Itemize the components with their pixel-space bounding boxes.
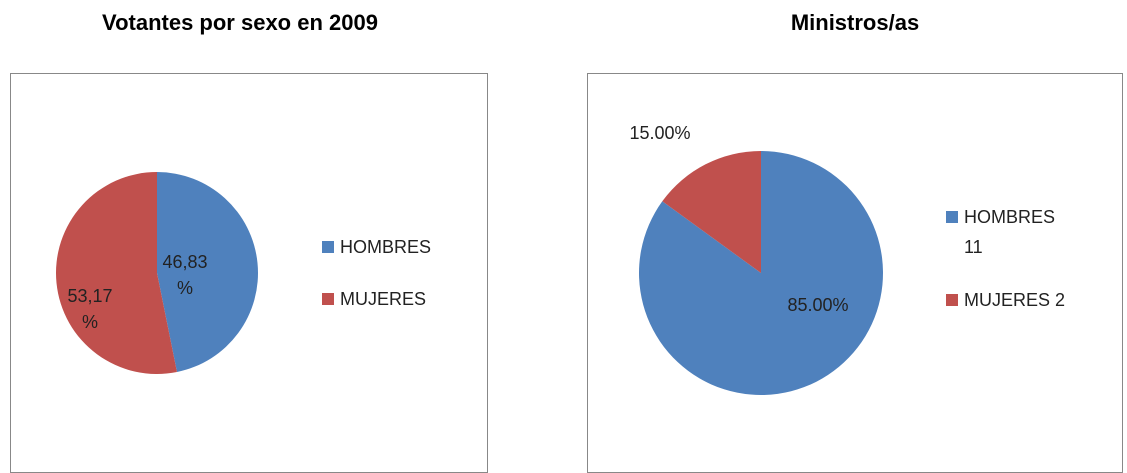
legend-swatch: [946, 211, 958, 223]
legend-swatch: [946, 294, 958, 306]
data-label: 53,17 %: [67, 286, 113, 332]
legend-label: MUJERES: [340, 289, 427, 309]
data-label: 15.00%: [629, 123, 691, 143]
chart-title: Ministros/as: [790, 10, 920, 35]
data-label: 85.00%: [787, 295, 849, 315]
pie-slice: [638, 151, 883, 395]
legend-label: MUJERES 2: [964, 290, 1066, 310]
chart-title: Votantes por sexo en 2009: [102, 10, 378, 35]
legend-label: HOMBRES 11: [964, 207, 1056, 257]
pie-slice: [662, 151, 761, 273]
data-label: 46,83 %: [162, 252, 208, 298]
legend-label: HOMBRES: [340, 237, 432, 257]
legend-swatch: [322, 241, 334, 253]
pie-slice: [55, 172, 177, 375]
pie-slice: [157, 172, 258, 373]
legend-swatch: [322, 293, 334, 305]
